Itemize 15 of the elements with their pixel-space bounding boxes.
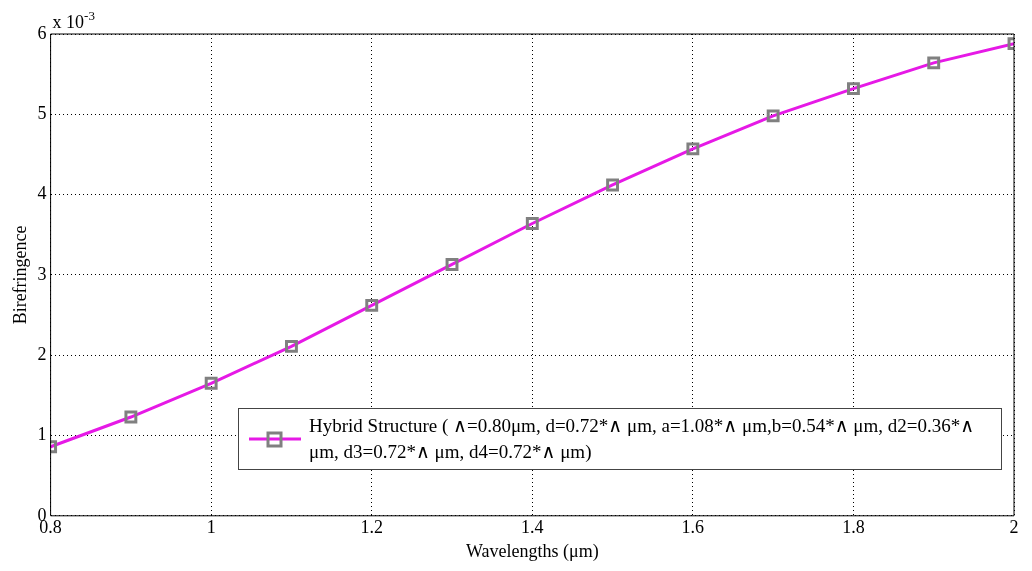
y-tick-label: 4 (37, 183, 47, 204)
x-tick-label: 1.4 (521, 517, 544, 538)
y-tick-label: 5 (37, 103, 47, 124)
y-axis-title: Birefringence (9, 225, 30, 325)
y-tick-label: 1 (37, 424, 47, 445)
y-tick-label: 6 (37, 22, 47, 43)
x-tick-label: 1 (206, 517, 216, 538)
y-tick-label: 2 (37, 343, 47, 364)
x-tick-label: 1.6 (681, 517, 705, 538)
x-tick-label: 1.8 (842, 517, 865, 538)
x-tick-label: 1.2 (360, 517, 383, 538)
x-axis-title: Wavelengths (μm) (465, 540, 599, 562)
x-tick-label: 2 (1009, 517, 1019, 538)
legend-label: Hybrid Structure ( ∧=0.80μm, d=0.72*∧ μm, a=1.08*∧ μm,b=0.54*∧ μm, d2=0.36*∧ μm, d3=0.72*∧ μm, d4=0.72*∧ μm) (309, 413, 976, 464)
y-tick-label: 3 (37, 263, 47, 284)
